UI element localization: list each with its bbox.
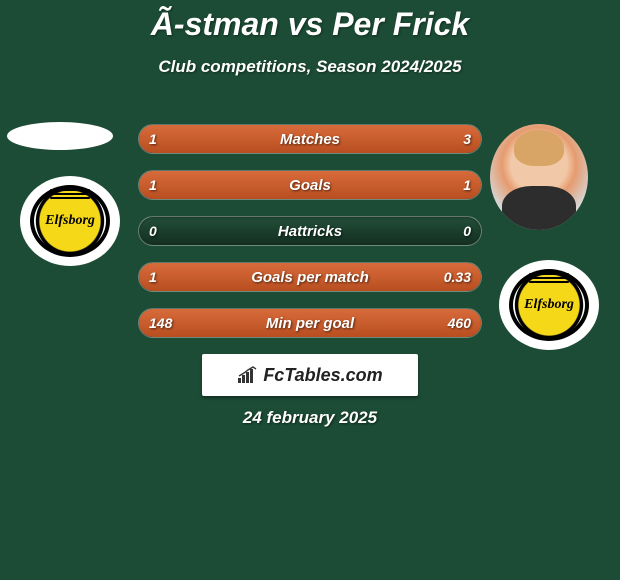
stat-value-left: 0 — [149, 223, 157, 239]
stat-fill-right — [310, 171, 481, 199]
branding-text: FcTables.com — [263, 365, 382, 386]
club-right-label: Elfsborg — [524, 297, 574, 313]
stat-row: 1 Goals per match 0.33 — [138, 262, 482, 292]
stat-fill-left — [139, 171, 310, 199]
bar-chart-icon — [237, 366, 259, 384]
stat-label: Goals per match — [251, 269, 369, 286]
stat-value-right: 0.33 — [444, 269, 471, 285]
club-badge-right: Elfsborg — [499, 260, 599, 350]
stat-label: Goals — [289, 177, 331, 194]
stat-value-left: 1 — [149, 269, 157, 285]
stat-row: 1 Matches 3 — [138, 124, 482, 154]
stat-label: Matches — [280, 131, 340, 148]
player-right-avatar — [490, 124, 588, 230]
page-title: Ã-stman vs Per Frick — [0, 0, 620, 43]
stat-value-left: 1 — [149, 177, 157, 193]
branding-badge[interactable]: FcTables.com — [202, 354, 418, 396]
club-badge-left: Elfsborg — [20, 176, 120, 266]
subtitle: Club competitions, Season 2024/2025 — [0, 57, 620, 77]
stat-value-right: 460 — [448, 315, 471, 331]
stat-row: 1 Goals 1 — [138, 170, 482, 200]
stat-value-right: 1 — [463, 177, 471, 193]
stat-label: Min per goal — [266, 315, 354, 332]
date-label: 24 february 2025 — [0, 408, 620, 428]
stat-value-left: 1 — [149, 131, 157, 147]
stat-fill-right — [225, 125, 482, 153]
stat-value-left: 148 — [149, 315, 172, 331]
stat-value-right: 0 — [463, 223, 471, 239]
stats-bars: 1 Matches 3 1 Goals 1 0 Hattricks 0 1 Goals per ma… — [138, 124, 482, 354]
player-left-avatar — [7, 122, 113, 150]
stat-value-right: 3 — [463, 131, 471, 147]
stat-row: 0 Hattricks 0 — [138, 216, 482, 246]
stat-label: Hattricks — [278, 223, 342, 240]
club-left-label: Elfsborg — [45, 213, 95, 229]
stat-row: 148 Min per goal 460 — [138, 308, 482, 338]
